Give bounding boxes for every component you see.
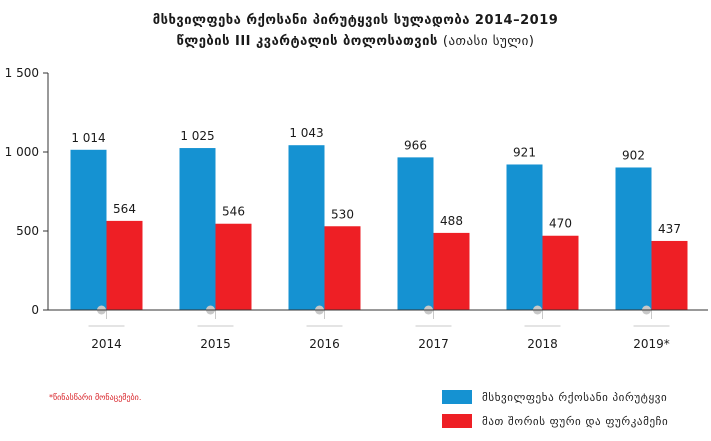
data-label-cattle: 921 — [513, 145, 536, 159]
legend-swatch-cows — [442, 414, 472, 428]
bar-cows — [324, 226, 361, 310]
x-tick-label: 2019* — [633, 337, 670, 351]
legend-swatch-cattle — [442, 390, 472, 404]
data-label-cows: 488 — [440, 214, 463, 228]
title-line-2: წლების III კვარტალის ბოლოსათვის (ათასი ს… — [0, 31, 711, 52]
bar-cattle — [70, 149, 107, 310]
bar-cattle — [506, 164, 543, 310]
bar-cattle — [615, 167, 652, 310]
bar-cattle — [397, 157, 434, 310]
bar-cattle — [288, 145, 325, 310]
bar-cows — [651, 240, 688, 310]
data-label-cows: 564 — [113, 202, 136, 216]
footnote: *წინასწარი მონაცემები. — [49, 393, 142, 402]
legend: მსხვილფეხა რქოსანი პირუტყვი მათ შორის ფუ… — [442, 389, 668, 437]
data-label-cows: 437 — [658, 222, 681, 236]
data-label-cows: 470 — [549, 217, 572, 231]
data-label-cattle: 966 — [404, 138, 427, 152]
y-tick-label: 500 — [16, 224, 39, 238]
x-tick-label: 2018 — [527, 337, 558, 351]
y-tick-label: 0 — [31, 303, 39, 317]
bar-cows — [433, 232, 470, 310]
chart-title: მსხვილფეხა რქოსანი პირუტყვის სულადობა 20… — [0, 10, 711, 52]
bar-cows — [106, 220, 143, 310]
data-label-cattle: 1 025 — [180, 129, 214, 143]
data-label-cattle: 1 043 — [289, 126, 323, 140]
x-tick-label: 2015 — [200, 337, 231, 351]
data-label-cattle: 1 014 — [71, 131, 105, 145]
legend-item-cattle: მსხვილფეხა რქოსანი პირუტყვი — [442, 389, 668, 405]
y-tick-label: 1 500 — [5, 66, 39, 80]
data-label-cows: 530 — [331, 207, 354, 221]
y-tick-label: 1 000 — [5, 145, 39, 159]
data-label-cattle: 902 — [622, 148, 645, 162]
data-label-cows: 546 — [222, 205, 245, 219]
bar-cows — [542, 235, 579, 310]
x-tick-label: 2016 — [309, 337, 340, 351]
x-tick-label: 2014 — [91, 337, 122, 351]
legend-item-cows: მათ შორის ფური და ფურკამეჩი — [442, 413, 668, 429]
title-line-2-text: წლების III კვარტალის ბოლოსათვის — [176, 34, 438, 49]
bar-cows — [215, 223, 252, 310]
legend-label-cows: მათ შორის ფური და ფურკამეჩი — [482, 414, 669, 428]
title-line-1: მსხვილფეხა რქოსანი პირუტყვის სულადობა 20… — [152, 13, 559, 28]
x-tick-label: 2017 — [418, 337, 449, 351]
title-unit: (ათასი სული) — [442, 34, 535, 49]
bar-cattle — [179, 148, 216, 310]
legend-label-cattle: მსხვილფეხა რქოსანი პირუტყვი — [482, 390, 668, 404]
